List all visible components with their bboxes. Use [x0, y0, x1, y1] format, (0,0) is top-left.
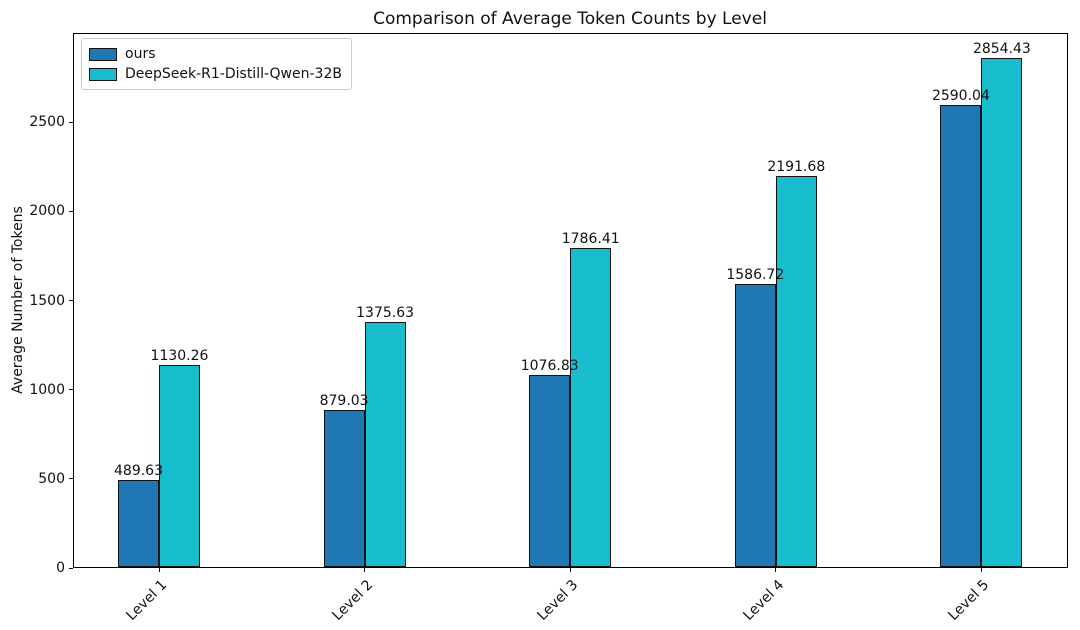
bar-deepseek-r1-distill-qwen-32b-level-2	[364, 321, 406, 567]
y-axis-tick	[69, 121, 73, 123]
x-axis-tick	[364, 568, 366, 572]
plot-area	[73, 33, 1068, 568]
legend-entry: DeepSeek-R1-Distill-Qwen-32B	[89, 64, 342, 84]
bar-value-label: 1130.26	[150, 348, 209, 365]
legend-label: ours	[125, 46, 156, 62]
bar-ours-level-3	[529, 374, 571, 567]
x-axis-tick	[775, 568, 777, 572]
bar-value-label: 2590.04	[931, 88, 990, 105]
bar-value-label: 489.63	[114, 462, 163, 479]
legend-swatch-icon	[89, 67, 117, 81]
bar-ours-level-4	[734, 284, 776, 567]
x-axis-tick	[569, 568, 571, 572]
y-axis-tick	[69, 478, 73, 480]
bar-value-label: 1786.41	[561, 231, 620, 248]
x-tick-label: Level 5	[945, 577, 993, 624]
y-tick-label: 1000	[29, 381, 65, 398]
y-tick-label: 500	[38, 470, 65, 487]
legend: ours DeepSeek-R1-Distill-Qwen-32B	[81, 38, 352, 90]
y-tick-label: 2500	[29, 114, 65, 131]
bar-ours-level-2	[323, 410, 365, 567]
y-axis-tick	[69, 389, 73, 391]
y-axis-tick	[69, 567, 73, 569]
bar-value-label: 1076.83	[520, 357, 579, 374]
bar-value-label: 879.03	[319, 393, 369, 410]
y-axis-tick	[69, 210, 73, 212]
legend-swatch-icon	[89, 47, 117, 61]
bar-value-label: 2854.43	[972, 40, 1031, 57]
bar-deepseek-r1-distill-qwen-32b-level-1	[159, 365, 200, 567]
y-axis-tick	[69, 300, 73, 301]
y-tick-label: 0	[56, 560, 65, 576]
y-tick-label: 1500	[29, 292, 65, 309]
x-tick-label: Level 2	[329, 577, 376, 624]
bar-ours-level-1	[118, 479, 159, 567]
chart-title: Comparison of Average Token Counts by Le…	[373, 9, 767, 29]
x-tick-label: Level 1	[123, 577, 171, 624]
bar-ours-level-5	[940, 105, 982, 567]
x-axis-tick	[980, 568, 982, 572]
x-tick-label: Level 3	[534, 577, 582, 624]
bar-value-label: 1375.63	[356, 304, 415, 321]
bar-value-label: 2191.68	[767, 159, 826, 176]
legend-label: DeepSeek-R1-Distill-Qwen-32B	[125, 66, 342, 82]
bar-deepseek-r1-distill-qwen-32b-level-4	[775, 176, 817, 567]
bar-deepseek-r1-distill-qwen-32b-level-3	[570, 248, 612, 567]
bar-deepseek-r1-distill-qwen-32b-level-5	[981, 57, 1023, 567]
x-tick-label: Level 4	[740, 577, 788, 624]
legend-entry: ours	[89, 44, 342, 64]
bar-value-label: 1586.72	[726, 267, 785, 284]
y-tick-label: 2000	[29, 203, 65, 220]
x-axis-tick	[158, 568, 160, 572]
